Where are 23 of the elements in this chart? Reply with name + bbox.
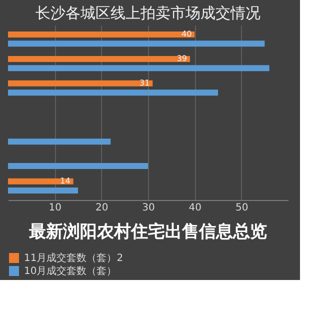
bar: [8, 163, 148, 170]
text: 最新浏阳农村住宅出售信息总览: [28, 222, 267, 242]
data-label: 40: [181, 29, 192, 38]
x-tick-label: 10: [48, 202, 62, 214]
bar: [8, 65, 270, 72]
data-label: 39: [176, 54, 187, 63]
bar: [8, 178, 74, 184]
chart-title: 长沙各城区线上拍卖市场成交情况: [36, 4, 260, 22]
x-tick-label: 20: [95, 202, 108, 214]
bar: [8, 80, 153, 86]
bar: [8, 40, 265, 47]
bar: [8, 56, 190, 62]
x-tick-label: 50: [235, 202, 248, 214]
x-tick-label: 30: [142, 202, 155, 214]
bar: [8, 90, 218, 96]
data-label: 31: [139, 78, 150, 88]
data-label: 14: [60, 176, 70, 186]
legend-label: 11月成交套数（套）2: [24, 252, 124, 264]
legend-label: 10月成交套数（套）: [24, 265, 117, 277]
bar: [8, 138, 111, 145]
x-tick-label: 40: [188, 202, 202, 214]
bar: [8, 188, 78, 194]
bar: [8, 31, 195, 38]
